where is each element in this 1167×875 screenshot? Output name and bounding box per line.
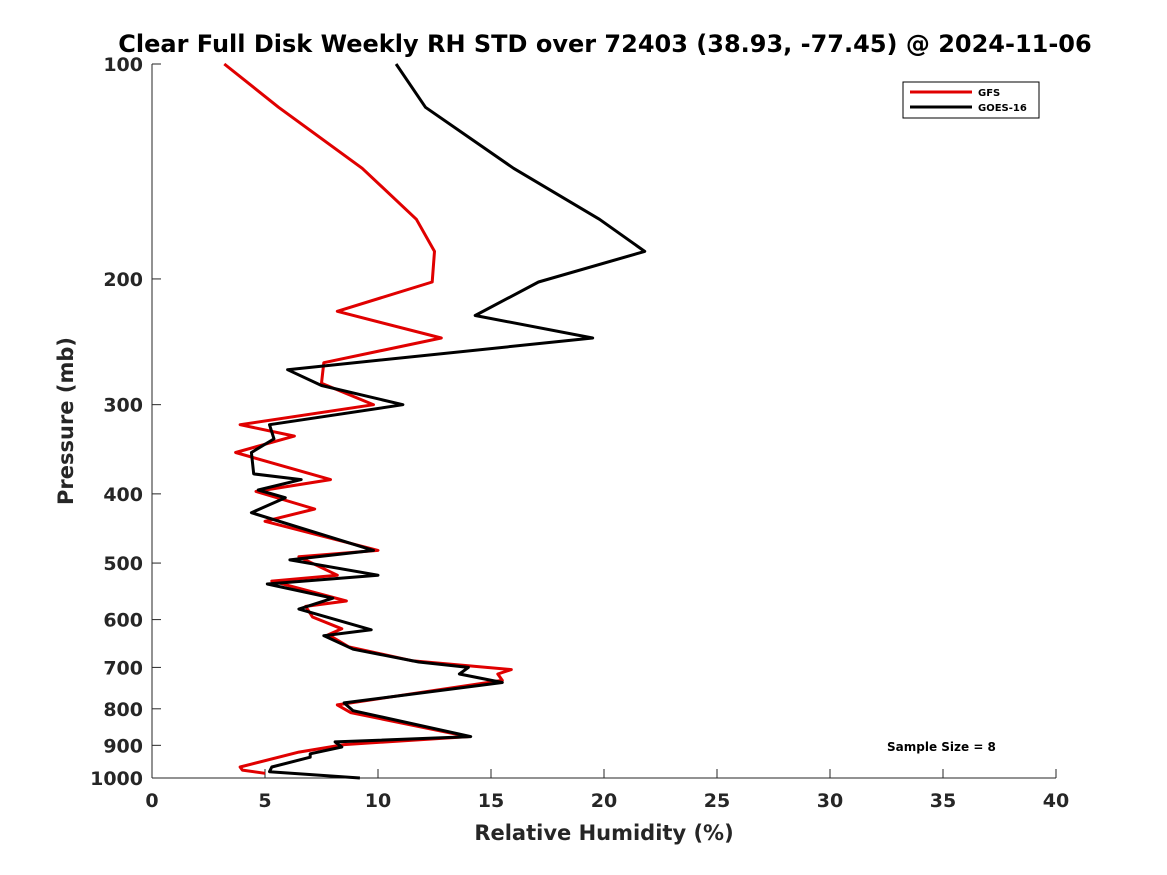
y-tick-label: 800 xyxy=(103,699,143,721)
series-line-goes16 xyxy=(249,63,647,780)
x-tick-label: 40 xyxy=(1043,790,1069,812)
legend-box xyxy=(902,81,1040,119)
y-tick-label: 900 xyxy=(103,735,143,757)
x-tick-label: 15 xyxy=(478,790,504,812)
y-tick-label: 300 xyxy=(103,395,143,417)
plot-series xyxy=(223,62,647,780)
x-tick-label: 10 xyxy=(365,790,391,812)
x-tick-label: 20 xyxy=(591,790,617,812)
sample-size-annotation: Sample Size = 8 xyxy=(887,740,996,754)
legend-label-goes16: GOES-16 xyxy=(978,103,1027,114)
y-tick-label: 200 xyxy=(103,269,143,291)
x-tick-label: 35 xyxy=(930,790,956,812)
y-tick-label: 1000 xyxy=(90,768,143,790)
y-axis-label: Pressure (mb) xyxy=(54,337,78,505)
legend: GFS GOES-16 xyxy=(902,81,1040,119)
axes: 0 5 10 15 20 25 30 35 40 100 200 300 400 500 600 700 800… xyxy=(90,54,1069,812)
y-tick-label: 600 xyxy=(103,610,143,632)
y-tick-label: 700 xyxy=(103,657,143,679)
x-tick-label: 0 xyxy=(145,790,158,812)
chart-title: Clear Full Disk Weekly RH STD over 72403… xyxy=(118,30,1091,58)
x-tick-label: 25 xyxy=(704,790,730,812)
x-tick-label: 5 xyxy=(258,790,271,812)
legend-label-gfs: GFS xyxy=(978,88,1000,99)
x-tick-label: 30 xyxy=(817,790,843,812)
y-tick-label: 400 xyxy=(103,484,143,506)
y-tick-label: 100 xyxy=(103,54,143,76)
y-tick-label: 500 xyxy=(103,553,143,575)
x-axis-label: Relative Humidity (%) xyxy=(474,821,733,845)
